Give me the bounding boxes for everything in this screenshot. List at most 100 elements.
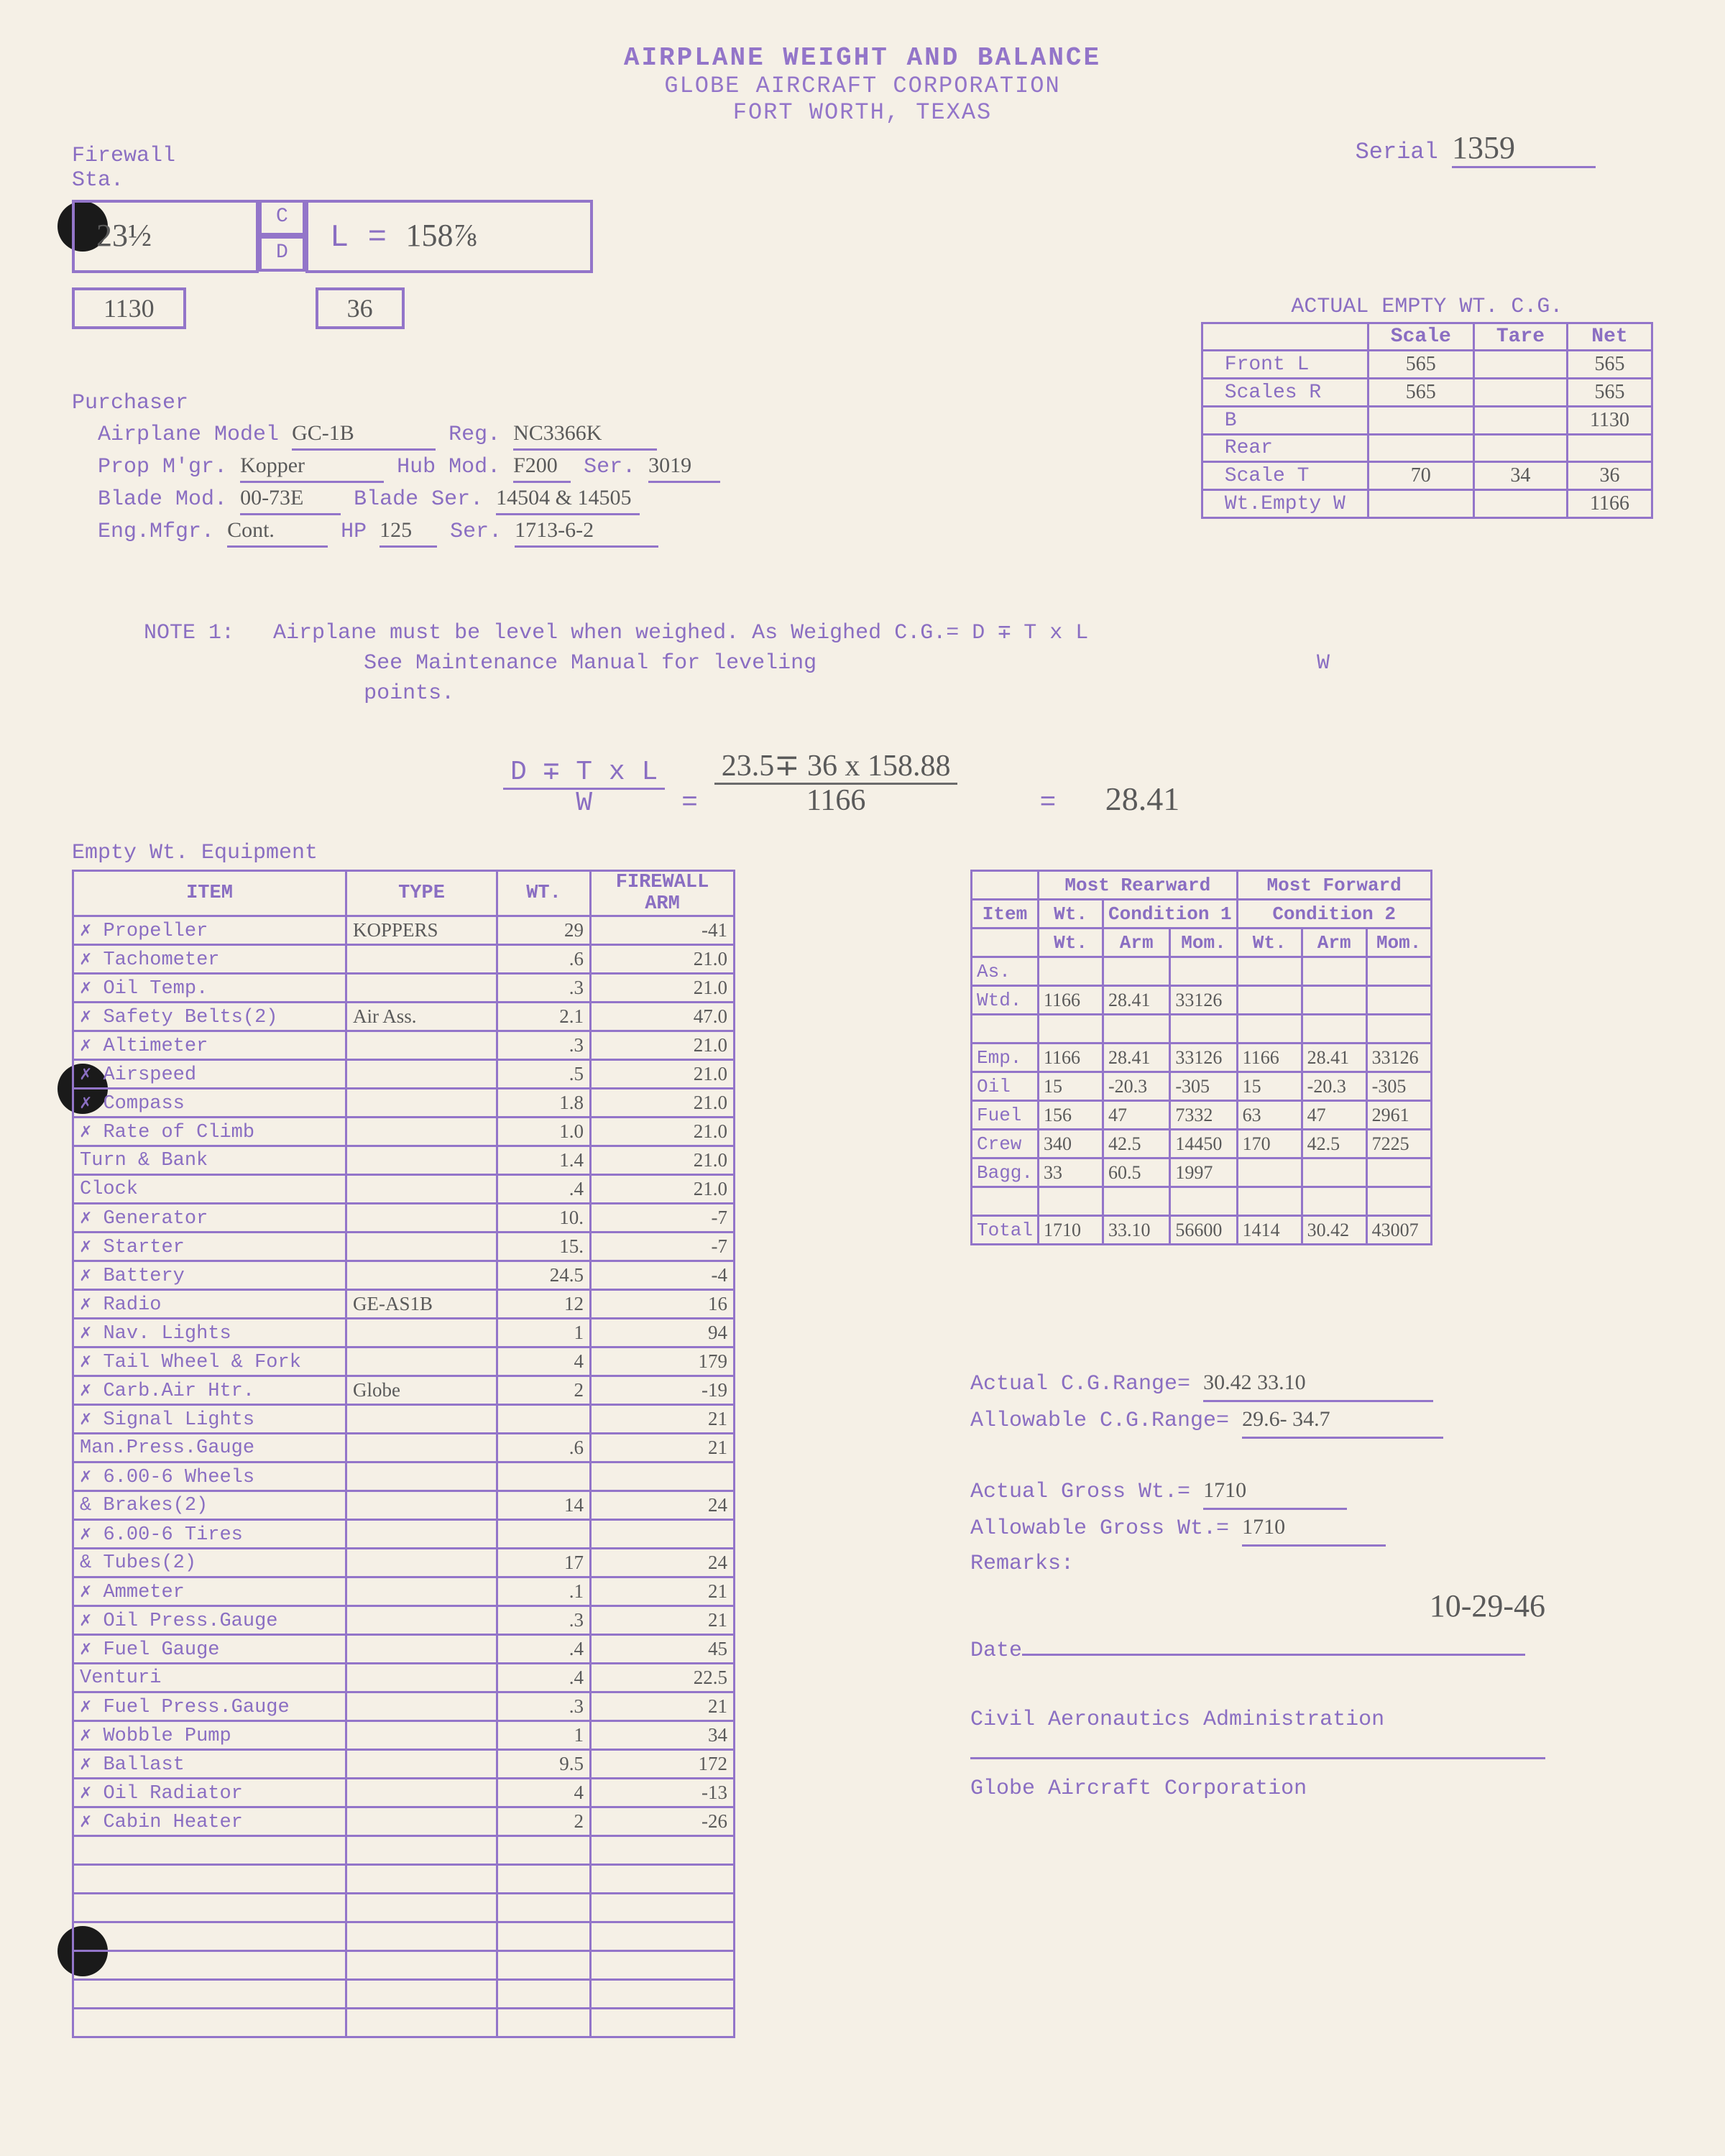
formula-rhs-bot: 1166 (806, 784, 865, 817)
cond-cell (1366, 986, 1431, 1015)
actual-gross-label: Actual Gross Wt.= (970, 1480, 1190, 1504)
cond-cell (1302, 957, 1366, 986)
equip-item: ✗ Signal Lights (73, 1405, 346, 1434)
equip-wt: 14 (497, 1491, 591, 1520)
equip-type (346, 1549, 497, 1577)
serial-value: 1359 (1452, 129, 1596, 168)
equip-table: ITEMTYPEWT.FIREWALL ARM ✗ PropellerKOPPE… (72, 870, 735, 2038)
cond-cell: 56600 (1170, 1216, 1237, 1245)
formula-eq: = (681, 788, 698, 819)
equip-wt: 2.1 (497, 1003, 591, 1031)
equip-item: ✗ Wobble Pump (73, 1721, 346, 1750)
ae-cell: 565 (1368, 351, 1473, 379)
equip-wt (497, 1520, 591, 1549)
ae-cell: 565 (1568, 379, 1652, 407)
equip-arm: 21.0 (591, 1089, 735, 1118)
equip-item: ✗ Battery (73, 1261, 346, 1290)
equip-arm (591, 1894, 735, 1922)
equip-arm: 21.0 (591, 945, 735, 974)
equip-type (346, 1836, 497, 1865)
ae-cell: B (1202, 407, 1368, 435)
ae-cell: 565 (1568, 351, 1652, 379)
hub-mod-label: Hub Mod. (397, 455, 500, 479)
equip-arm: 24 (591, 1491, 735, 1520)
formula-denom: W (576, 788, 592, 819)
equip-type (346, 1922, 497, 1951)
equip-wt: 4 (497, 1348, 591, 1376)
cond-cell: Emp. (972, 1044, 1039, 1072)
equip-arm (591, 2009, 735, 2037)
blade-mod-label: Blade Mod. (98, 487, 227, 512)
equip-col-header: TYPE (346, 871, 497, 916)
summary-block: Actual C.G.Range= 30.42 33.10 Allowable … (970, 1365, 1545, 1806)
ae-cell: 70 (1368, 462, 1473, 490)
equip-arm (591, 1836, 735, 1865)
serial-row: Serial 1359 (1356, 129, 1596, 168)
cond-cell: Wtd. (972, 986, 1039, 1015)
cond-cell: 1710 (1039, 1216, 1103, 1245)
cond-cell (1039, 1187, 1103, 1216)
equip-arm: 34 (591, 1721, 735, 1750)
actual-cg-label: Actual C.G.Range= (970, 1372, 1190, 1396)
cond-cell: -20.3 (1103, 1072, 1170, 1101)
equip-item (73, 1980, 346, 2009)
cond-c2-hdr: Condition 2 (1237, 900, 1431, 929)
ae-cell (1473, 435, 1567, 462)
equip-wt: .3 (497, 1692, 591, 1721)
equip-arm (591, 1520, 735, 1549)
cond-cell: 33.10 (1103, 1216, 1170, 1245)
equip-item: ✗ Radio (73, 1290, 346, 1319)
equip-wt: 1 (497, 1721, 591, 1750)
equip-type (346, 1060, 497, 1089)
cond-cell: 15 (1237, 1072, 1302, 1101)
equip-type (346, 1750, 497, 1779)
equip-type (346, 1175, 497, 1204)
cond-cell: As. (972, 957, 1039, 986)
cond-cell: 1414 (1237, 1216, 1302, 1245)
ae-cell: 1166 (1568, 490, 1652, 518)
equip-wt: 1.0 (497, 1118, 591, 1146)
equip-arm: -7 (591, 1204, 735, 1233)
equip-type (346, 1980, 497, 2009)
cond-cell: 42.5 (1302, 1130, 1366, 1158)
equip-wt (497, 1922, 591, 1951)
equip-wt (497, 1980, 591, 2009)
equip-item: ✗ Starter (73, 1233, 346, 1261)
equip-wt (497, 1836, 591, 1865)
equip-item (73, 1836, 346, 1865)
page-title: AIRPLANE WEIGHT AND BALANCE (58, 43, 1668, 73)
cond-item-hdr: Item (972, 900, 1039, 929)
cond-cell: 60.5 (1103, 1158, 1170, 1187)
cond-col: Arm (1302, 929, 1366, 957)
eng-ser-label: Ser. (450, 520, 502, 544)
cond-cell (1237, 1158, 1302, 1187)
equip-wt: .4 (497, 1175, 591, 1204)
right-small-box: 36 (316, 287, 405, 329)
equip-arm (591, 1462, 735, 1491)
equip-type (346, 1606, 497, 1635)
formula: D ∓ T x L W = 23.5∓ 36 x 158.88 1166 = 2… (503, 747, 1179, 819)
cond-cell (1366, 1015, 1431, 1044)
equip-item: Turn & Bank (73, 1146, 346, 1175)
ae-cell: Scale T (1202, 462, 1368, 490)
equip-item: ✗ Compass (73, 1089, 346, 1118)
cond-col: Arm (1103, 929, 1170, 957)
cond-cell: 28.41 (1302, 1044, 1366, 1072)
formula-rhs-top: 23.5∓ 36 x 158.88 (714, 750, 958, 785)
cond-cell: Crew (972, 1130, 1039, 1158)
equip-type (346, 1664, 497, 1692)
equip-arm (591, 1980, 735, 2009)
cond-cell (1103, 957, 1170, 986)
equip-title: Empty Wt. Equipment (72, 841, 318, 865)
equip-arm: 21.0 (591, 1031, 735, 1060)
equip-type (346, 974, 497, 1003)
cond-cell (1103, 1187, 1170, 1216)
d-label: D (259, 236, 305, 272)
cond-col (972, 929, 1039, 957)
cond-col: Mom. (1366, 929, 1431, 957)
prop-ser: 3019 (648, 451, 720, 483)
equip-type (346, 1779, 497, 1807)
equip-item (73, 1922, 346, 1951)
equip-item: ✗ Airspeed (73, 1060, 346, 1089)
caa-label: Civil Aeronautics Administration (970, 1708, 1384, 1732)
